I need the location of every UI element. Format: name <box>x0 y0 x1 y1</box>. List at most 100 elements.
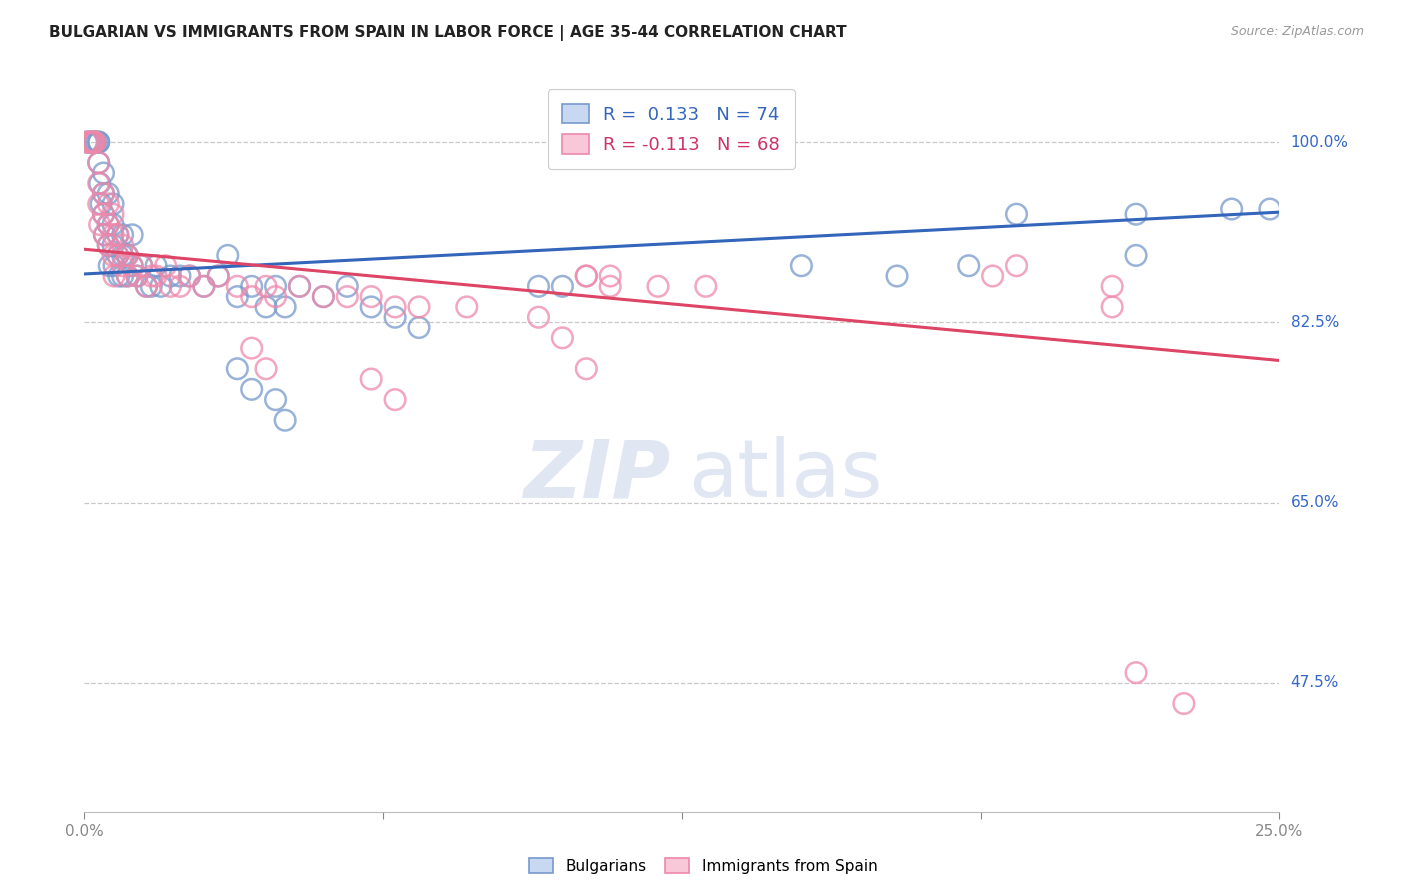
Text: 100.0%: 100.0% <box>1291 135 1348 150</box>
Text: Source: ZipAtlas.com: Source: ZipAtlas.com <box>1230 25 1364 38</box>
Point <box>93 186 115 201</box>
Point <box>240 382 263 396</box>
Point <box>226 361 249 376</box>
Point <box>98 259 121 273</box>
Point <box>101 238 124 252</box>
Point <box>336 279 359 293</box>
Point <box>575 361 598 376</box>
Point <box>179 268 201 283</box>
Point <box>226 290 249 304</box>
Point <box>141 279 163 293</box>
Point <box>107 248 129 262</box>
Point <box>97 186 120 201</box>
Point <box>76 135 98 149</box>
Point <box>83 135 105 149</box>
Point <box>76 135 98 149</box>
Point <box>264 279 287 293</box>
Point <box>193 279 215 293</box>
Point <box>1173 697 1195 711</box>
Point <box>384 300 406 314</box>
Point <box>87 135 110 149</box>
Point <box>101 227 124 242</box>
Text: 65.0%: 65.0% <box>1291 495 1339 510</box>
Legend: Bulgarians, Immigrants from Spain: Bulgarians, Immigrants from Spain <box>523 852 883 880</box>
Point <box>89 218 111 232</box>
Point <box>117 268 139 283</box>
Point <box>135 279 157 293</box>
Point <box>131 259 153 273</box>
Point <box>254 300 277 314</box>
Point <box>240 279 263 293</box>
Point <box>117 248 139 262</box>
Point <box>111 268 134 283</box>
Point <box>83 135 105 149</box>
Point <box>1125 207 1147 221</box>
Point <box>336 290 359 304</box>
Point <box>90 197 112 211</box>
Point <box>408 320 430 334</box>
Point <box>551 279 574 293</box>
Point <box>79 135 101 149</box>
Point <box>575 268 598 283</box>
Point <box>97 197 120 211</box>
Point <box>131 259 153 273</box>
Point <box>254 361 277 376</box>
Point <box>101 207 124 221</box>
Point <box>207 268 229 283</box>
Point <box>111 248 134 262</box>
Point <box>121 259 143 273</box>
Point <box>145 259 167 273</box>
Point <box>111 227 134 242</box>
Point <box>101 197 124 211</box>
Point <box>93 166 115 180</box>
Point <box>179 268 201 283</box>
Point <box>111 259 134 273</box>
Point <box>274 300 297 314</box>
Point <box>240 341 263 355</box>
Point <box>80 135 103 149</box>
Point <box>107 227 129 242</box>
Point <box>1005 207 1028 221</box>
Point <box>647 279 669 293</box>
Point <box>77 135 100 149</box>
Point <box>288 279 311 293</box>
Point <box>93 227 115 242</box>
Legend: R =  0.133   N = 74, R = -0.113   N = 68: R = 0.133 N = 74, R = -0.113 N = 68 <box>547 89 794 169</box>
Point <box>117 268 139 283</box>
Point <box>456 300 478 314</box>
Point <box>360 372 382 386</box>
Point <box>117 248 139 262</box>
Point <box>169 279 191 293</box>
Point <box>97 238 120 252</box>
Point <box>527 310 550 325</box>
Point <box>384 310 406 325</box>
Point <box>125 268 148 283</box>
Text: ZIP: ZIP <box>523 436 671 515</box>
Point <box>981 268 1004 283</box>
Point <box>274 413 297 427</box>
Point <box>695 279 717 293</box>
Point <box>264 392 287 407</box>
Point <box>145 268 167 283</box>
Point <box>1258 202 1281 216</box>
Point <box>87 197 110 211</box>
Point <box>103 268 125 283</box>
Point <box>1125 665 1147 680</box>
Point <box>97 218 120 232</box>
Point <box>599 279 621 293</box>
Point <box>1005 259 1028 273</box>
Point <box>1220 202 1243 216</box>
Point <box>89 176 111 190</box>
Point <box>93 186 115 201</box>
Point <box>97 218 120 232</box>
Point <box>886 268 908 283</box>
Point <box>107 248 129 262</box>
Point <box>86 135 108 149</box>
Point <box>141 268 163 283</box>
Point <box>254 279 277 293</box>
Point <box>83 135 105 149</box>
Point <box>103 259 125 273</box>
Point <box>87 135 110 149</box>
Point <box>790 259 813 273</box>
Point <box>240 290 263 304</box>
